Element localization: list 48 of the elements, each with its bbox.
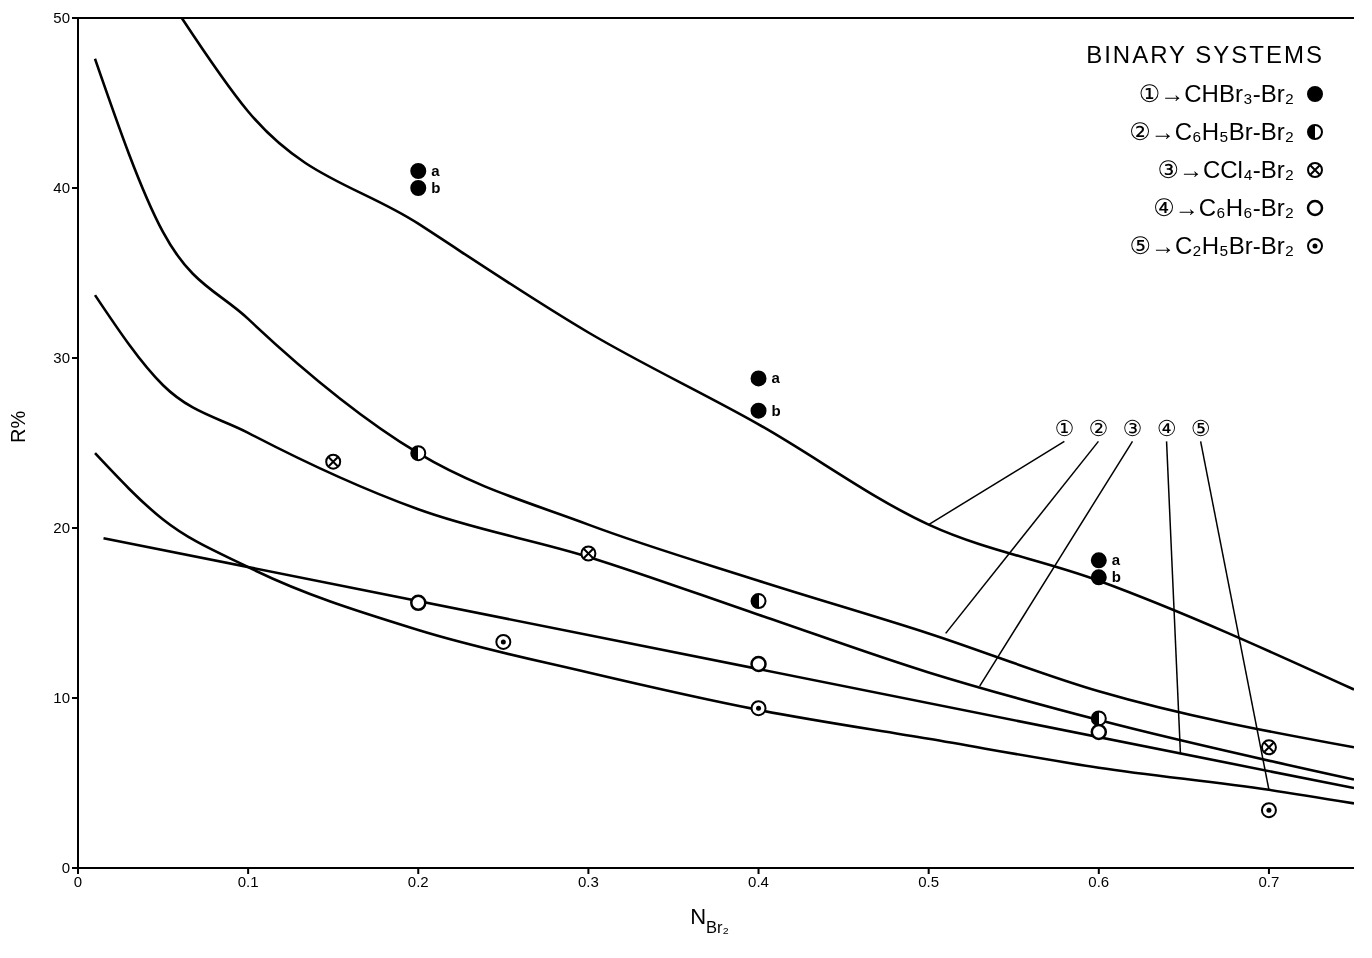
annotation: ②: [1088, 416, 1109, 442]
x-tick-label: 0.5: [918, 872, 940, 890]
point: [410, 163, 427, 179]
x-tick-label: 0.6: [1088, 872, 1110, 890]
point: [750, 370, 767, 387]
y-tick-label: 20: [53, 519, 70, 537]
annotation: a: [771, 369, 781, 387]
point: [1090, 569, 1107, 586]
y-axis-title: R%: [7, 410, 30, 443]
x-tick-label: 0.3: [577, 872, 599, 890]
point: [410, 594, 427, 612]
annotation: b: [1111, 568, 1121, 586]
annotation: ③: [1122, 416, 1143, 442]
x-tick-label: 0.1: [237, 872, 259, 890]
annotation: b: [771, 401, 781, 419]
annotation: b: [431, 179, 441, 196]
annotation: a: [1111, 551, 1121, 569]
annotation: ①: [1054, 416, 1075, 442]
point: [410, 445, 427, 462]
annotation: ⑤: [1190, 416, 1211, 442]
annotation: BINARY SYSTEMS: [1086, 41, 1324, 68]
y-tick-label: 30: [53, 349, 70, 367]
legend-label: ①→CHBr₃-Br₂: [1138, 80, 1294, 108]
x-tick-label: 0.2: [407, 872, 429, 890]
legend-label: ④→C₆H₆-Br₂: [1153, 194, 1294, 222]
y-tick-label: 40: [53, 179, 70, 197]
point: [1090, 723, 1108, 741]
legend-label: ②→C₆H₅Br-Br₂: [1129, 118, 1294, 146]
x-tick-label: 0: [73, 872, 83, 890]
y-tick-label: 10: [53, 689, 70, 707]
point: [410, 180, 427, 196]
point: [750, 402, 767, 419]
x-axis-title: N$_{Br₂}$: [690, 904, 730, 936]
annotation: ④: [1156, 416, 1177, 442]
point: [495, 633, 512, 650]
y-tick-label: 0: [61, 859, 70, 877]
point: [1260, 802, 1277, 819]
point: [750, 655, 767, 673]
point: [1090, 552, 1107, 569]
legend-label: ⑤→C₂H₅Br-Br₂: [1129, 232, 1294, 260]
x-tick-label: 0.4: [748, 872, 769, 890]
legend-label: ③→CCl₄-Br₂: [1157, 156, 1294, 184]
point: [750, 593, 767, 610]
point: [750, 700, 767, 717]
y-tick-label: 50: [53, 9, 70, 27]
x-tick-label: 0.7: [1258, 872, 1280, 890]
annotation: a: [431, 162, 441, 179]
point: [1090, 710, 1107, 727]
